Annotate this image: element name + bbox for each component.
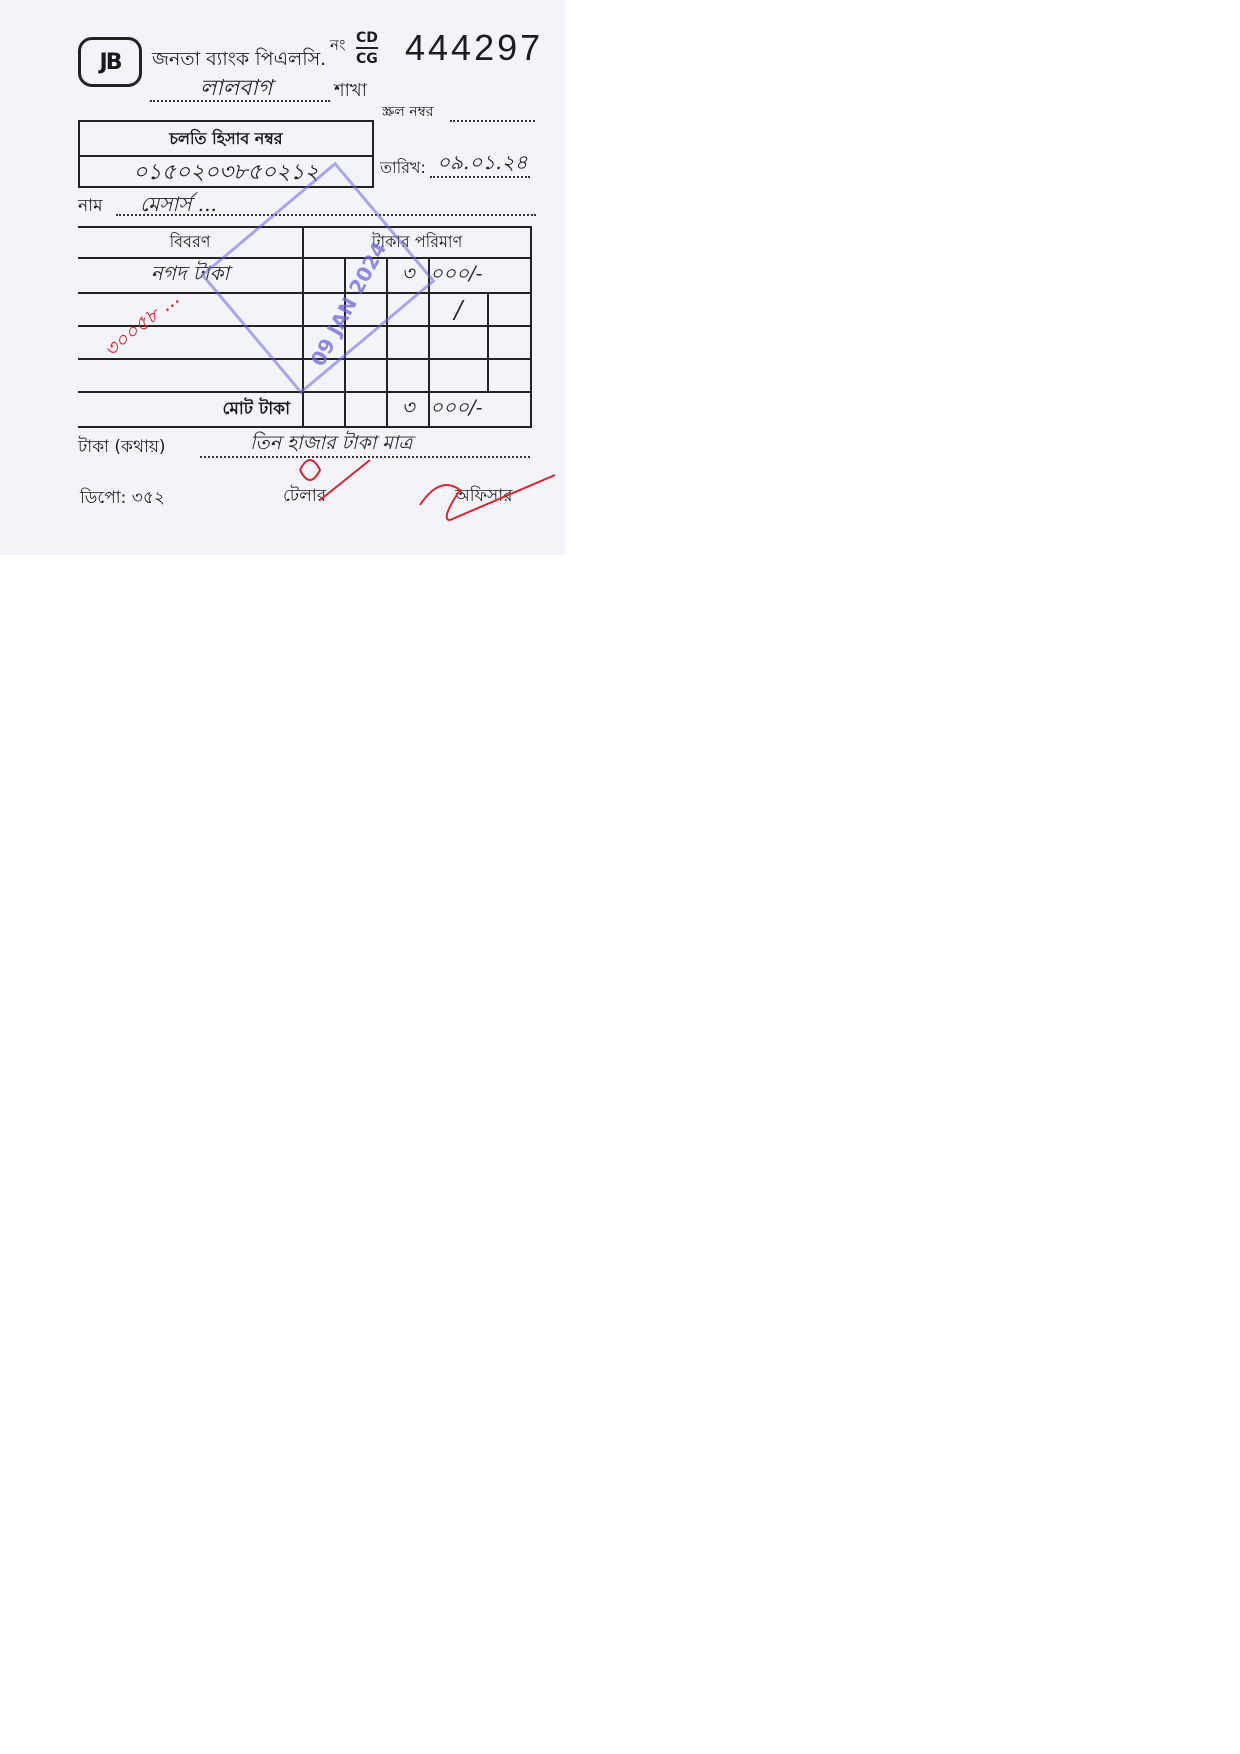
- teller-label: টেলার: [283, 486, 327, 506]
- name-value: মেসার্স ...: [140, 192, 217, 216]
- date-label: তারিখ:: [380, 158, 426, 177]
- table-row: [78, 358, 532, 393]
- teller-signature: [299, 459, 371, 501]
- date-line: [430, 160, 530, 178]
- deposit-table: বিবরণ টাকার পরিমাণ নগদ টাকা ৩ ০০০/- / মো…: [78, 226, 532, 428]
- logo-text: JB: [99, 49, 123, 75]
- deposit-slip: JB জনতা ব্যাংক পিএলসি. নং CD CG 444297 ল…: [0, 0, 565, 555]
- total-rest: ০০০/-: [428, 391, 532, 428]
- officer-label: অফিসার: [455, 486, 513, 506]
- row-description: নগদ টাকা: [78, 257, 304, 294]
- scroll-label: স্ক্রল নম্বর: [382, 104, 434, 120]
- serial-number: 444297: [405, 27, 544, 68]
- depot-label: ডিপো: ৩৫২: [80, 488, 165, 508]
- in-words-line: [200, 440, 530, 458]
- in-words-label: টাকা (কথায়): [78, 437, 166, 457]
- bank-logo: JB: [78, 37, 142, 87]
- row-amount-rest: /: [428, 292, 489, 327]
- bank-name: জনতা ব্যাংক পিএলসি.: [152, 48, 327, 70]
- branch-label: শাখা: [334, 80, 367, 101]
- branch-line: [150, 82, 330, 102]
- header-amount: টাকার পরিমাণ: [302, 226, 532, 259]
- signatures: [299, 459, 556, 522]
- branch-value: লালবাগ: [200, 76, 273, 101]
- account-box: চলতি হিসাব নম্বর ০১৫০২০৩৮৫০২১২: [78, 120, 374, 188]
- type-cg: CG: [356, 51, 378, 67]
- table-row: /: [78, 292, 532, 327]
- date-value: ০৯.০১.২৪: [437, 150, 528, 174]
- total-label: মোট টাকা: [78, 391, 304, 428]
- in-words-value: তিন হাজার টাকা মাত্র: [250, 432, 413, 454]
- no-label: নং: [330, 36, 346, 54]
- header-description: বিবরণ: [78, 226, 304, 259]
- name-label: নাম: [78, 196, 103, 216]
- officer-signature: [419, 474, 556, 522]
- table-row: [78, 325, 532, 360]
- total-row: মোট টাকা ৩ ০০০/-: [78, 391, 532, 428]
- total-thousands: ৩: [386, 391, 430, 428]
- account-header: চলতি হিসাব নম্বর: [80, 122, 372, 157]
- scroll-line: [450, 108, 535, 122]
- type-cd: CD: [356, 30, 378, 49]
- row-amount-thousands: ৩: [386, 257, 430, 294]
- account-number: ০১৫০২০৩৮৫০২১২: [133, 160, 319, 185]
- name-line: [116, 198, 536, 216]
- table-row: নগদ টাকা ৩ ০০০/-: [78, 257, 532, 294]
- row-amount-rest: ০০০/-: [428, 257, 532, 294]
